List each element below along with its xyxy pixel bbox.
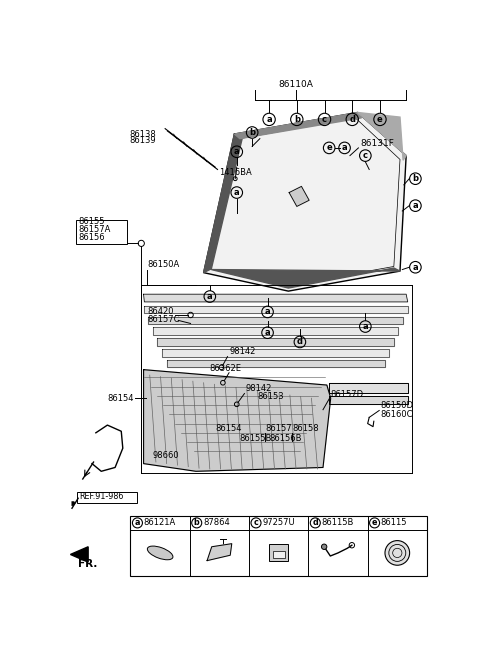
Text: 87864: 87864 — [203, 518, 229, 527]
Text: 98142: 98142 — [246, 384, 272, 394]
Text: 86138: 86138 — [129, 130, 156, 139]
Text: 86157: 86157 — [265, 424, 292, 434]
Text: c: c — [253, 518, 258, 527]
Polygon shape — [204, 134, 242, 272]
Text: e: e — [372, 518, 377, 527]
Text: 98142: 98142 — [229, 347, 255, 356]
Text: 86157A: 86157A — [78, 225, 110, 234]
Text: 86420: 86420 — [147, 307, 174, 316]
Text: 86153: 86153 — [258, 392, 284, 401]
Text: c: c — [363, 151, 368, 160]
Text: 86157C: 86157C — [147, 315, 180, 324]
Text: 86154: 86154 — [108, 394, 134, 403]
Text: 86156: 86156 — [78, 233, 105, 242]
Polygon shape — [144, 294, 408, 302]
Polygon shape — [157, 338, 394, 346]
Text: a: a — [135, 518, 140, 527]
Polygon shape — [234, 113, 361, 139]
Text: 86121A: 86121A — [144, 518, 176, 527]
Text: FR.: FR. — [78, 559, 97, 569]
Text: 86362E: 86362E — [209, 364, 241, 373]
Text: 86115B: 86115B — [322, 518, 354, 527]
Text: 86155: 86155 — [78, 217, 105, 225]
Text: a: a — [413, 263, 418, 272]
Text: e: e — [377, 115, 383, 124]
Polygon shape — [329, 383, 408, 393]
Text: d: d — [349, 115, 355, 124]
Text: 86156B: 86156B — [269, 434, 301, 443]
Text: 86154: 86154 — [215, 424, 242, 434]
Polygon shape — [144, 306, 408, 314]
Text: d: d — [312, 518, 318, 527]
Polygon shape — [162, 349, 389, 356]
Text: 86155B: 86155B — [240, 434, 272, 443]
Polygon shape — [358, 113, 406, 160]
Text: a: a — [234, 188, 240, 197]
Text: c: c — [322, 115, 327, 124]
Text: b: b — [412, 174, 419, 183]
Text: a: a — [207, 292, 213, 301]
Polygon shape — [71, 547, 88, 562]
Bar — [269, 544, 288, 561]
Circle shape — [385, 540, 409, 565]
Polygon shape — [204, 113, 406, 291]
Polygon shape — [289, 187, 309, 206]
Text: a: a — [266, 115, 272, 124]
Text: 86150D: 86150D — [381, 402, 414, 410]
Text: b: b — [294, 115, 300, 124]
Text: d: d — [297, 337, 303, 346]
Text: a: a — [362, 322, 368, 331]
Polygon shape — [207, 544, 232, 561]
Text: e: e — [326, 143, 332, 153]
Text: 86139: 86139 — [129, 136, 156, 145]
Text: a: a — [265, 328, 270, 337]
Polygon shape — [329, 396, 408, 403]
Text: a: a — [342, 143, 348, 153]
Text: 86158: 86158 — [292, 424, 319, 434]
Text: a: a — [413, 201, 418, 210]
Text: REF.91-986: REF.91-986 — [80, 492, 124, 501]
Text: 86110A: 86110A — [278, 81, 313, 89]
Circle shape — [322, 544, 327, 550]
Text: a: a — [234, 147, 240, 157]
Text: 86157D: 86157D — [331, 390, 364, 399]
Text: 86160C: 86160C — [381, 410, 413, 419]
Text: 86115: 86115 — [381, 518, 407, 527]
Bar — [76, 219, 127, 244]
Polygon shape — [144, 369, 331, 472]
Bar — [131, 516, 427, 576]
Text: a: a — [265, 307, 270, 316]
Text: b: b — [194, 518, 200, 527]
Text: 98660: 98660 — [152, 451, 179, 460]
Text: 86131F: 86131F — [360, 139, 394, 148]
Polygon shape — [167, 360, 384, 367]
Text: 86150A: 86150A — [147, 261, 180, 269]
Ellipse shape — [147, 546, 173, 560]
Text: 1416BA: 1416BA — [219, 168, 252, 177]
Text: 97257U: 97257U — [262, 518, 295, 527]
Text: b: b — [249, 128, 255, 137]
Polygon shape — [153, 328, 398, 335]
Polygon shape — [148, 316, 403, 324]
Bar — [273, 551, 285, 558]
Polygon shape — [211, 268, 400, 288]
